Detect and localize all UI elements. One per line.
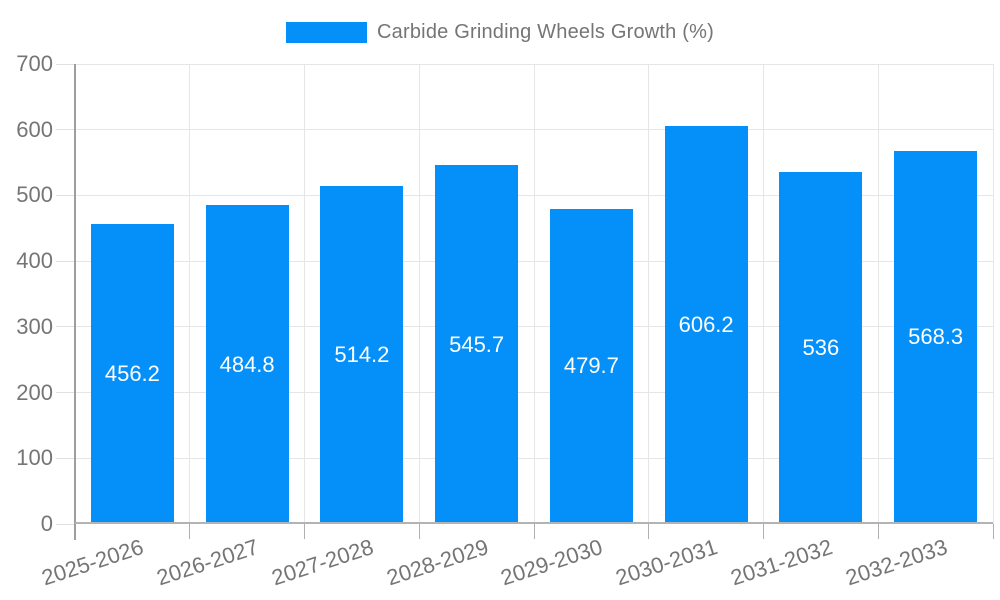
category-gridline bbox=[992, 64, 994, 524]
y-tick-mark bbox=[56, 392, 74, 394]
category-gridline bbox=[877, 64, 879, 524]
legend-swatch bbox=[286, 22, 368, 43]
x-tick-mark bbox=[304, 524, 305, 539]
legend-label: Carbide Grinding Wheels Growth (%) bbox=[377, 21, 714, 43]
x-tick-mark bbox=[533, 524, 535, 539]
bar-value-label: 536 bbox=[802, 334, 840, 360]
y-axis-tick-label: 700 bbox=[16, 51, 53, 76]
y-tick-mark bbox=[56, 326, 74, 328]
bar-value-label: 606.2 bbox=[678, 311, 734, 337]
bar[interactable]: 536 bbox=[779, 171, 863, 524]
x-tick-mark bbox=[648, 524, 650, 539]
x-tick-mark bbox=[418, 524, 420, 539]
y-axis-tick-label: 100 bbox=[16, 445, 53, 471]
y-axis-tick-label: 200 bbox=[16, 379, 53, 405]
y-tick-mark bbox=[56, 194, 74, 196]
bar[interactable]: 456.2 bbox=[90, 224, 174, 524]
x-axis-baseline bbox=[75, 522, 993, 524]
y-axis-tick-label: 0 bbox=[40, 511, 53, 536]
bar[interactable]: 514.2 bbox=[320, 186, 404, 524]
bar-value-label: 514.2 bbox=[334, 342, 390, 368]
bar[interactable]: 568.3 bbox=[894, 150, 978, 524]
category-gridline bbox=[763, 64, 764, 524]
bar[interactable]: 479.7 bbox=[549, 208, 633, 524]
plot-area: 0 100 200 300 400 500 600 700 456.2 484.8 514.2 545… bbox=[16, 53, 994, 590]
x-tick-mark bbox=[877, 524, 879, 539]
bar[interactable]: 484.8 bbox=[205, 205, 289, 524]
category-gridline bbox=[418, 64, 420, 524]
y-tick-mark bbox=[56, 129, 74, 131]
bar-value-label: 568.3 bbox=[908, 324, 964, 350]
category-gridline bbox=[533, 64, 535, 524]
y-axis-tick-label: 600 bbox=[16, 116, 53, 142]
bar-value-label: 479.7 bbox=[563, 353, 619, 379]
x-tick-mark bbox=[763, 524, 764, 539]
y-axis-tick-label: 400 bbox=[16, 248, 53, 274]
x-tick-mark bbox=[992, 524, 994, 539]
x-tick-mark bbox=[189, 524, 191, 539]
legend: Carbide Grinding Wheels Growth (%) bbox=[0, 21, 1000, 44]
y-tick-mark bbox=[56, 260, 74, 262]
category-gridline bbox=[189, 64, 191, 524]
y-axis-tick-label: 300 bbox=[16, 313, 53, 339]
bar-value-label: 545.7 bbox=[449, 331, 505, 357]
bar[interactable]: 545.7 bbox=[435, 165, 519, 524]
y-tick-mark bbox=[56, 63, 74, 65]
bar-value-label: 456.2 bbox=[104, 361, 160, 387]
y-tick-mark bbox=[56, 523, 74, 525]
bar-value-label: 484.8 bbox=[219, 351, 275, 377]
y-axis-tick-label: 500 bbox=[16, 182, 53, 208]
bar[interactable]: 606.2 bbox=[664, 125, 748, 524]
y-tick-mark bbox=[56, 457, 74, 459]
y-axis-line bbox=[74, 64, 76, 540]
category-gridline bbox=[304, 64, 305, 524]
category-gridline bbox=[648, 64, 650, 524]
